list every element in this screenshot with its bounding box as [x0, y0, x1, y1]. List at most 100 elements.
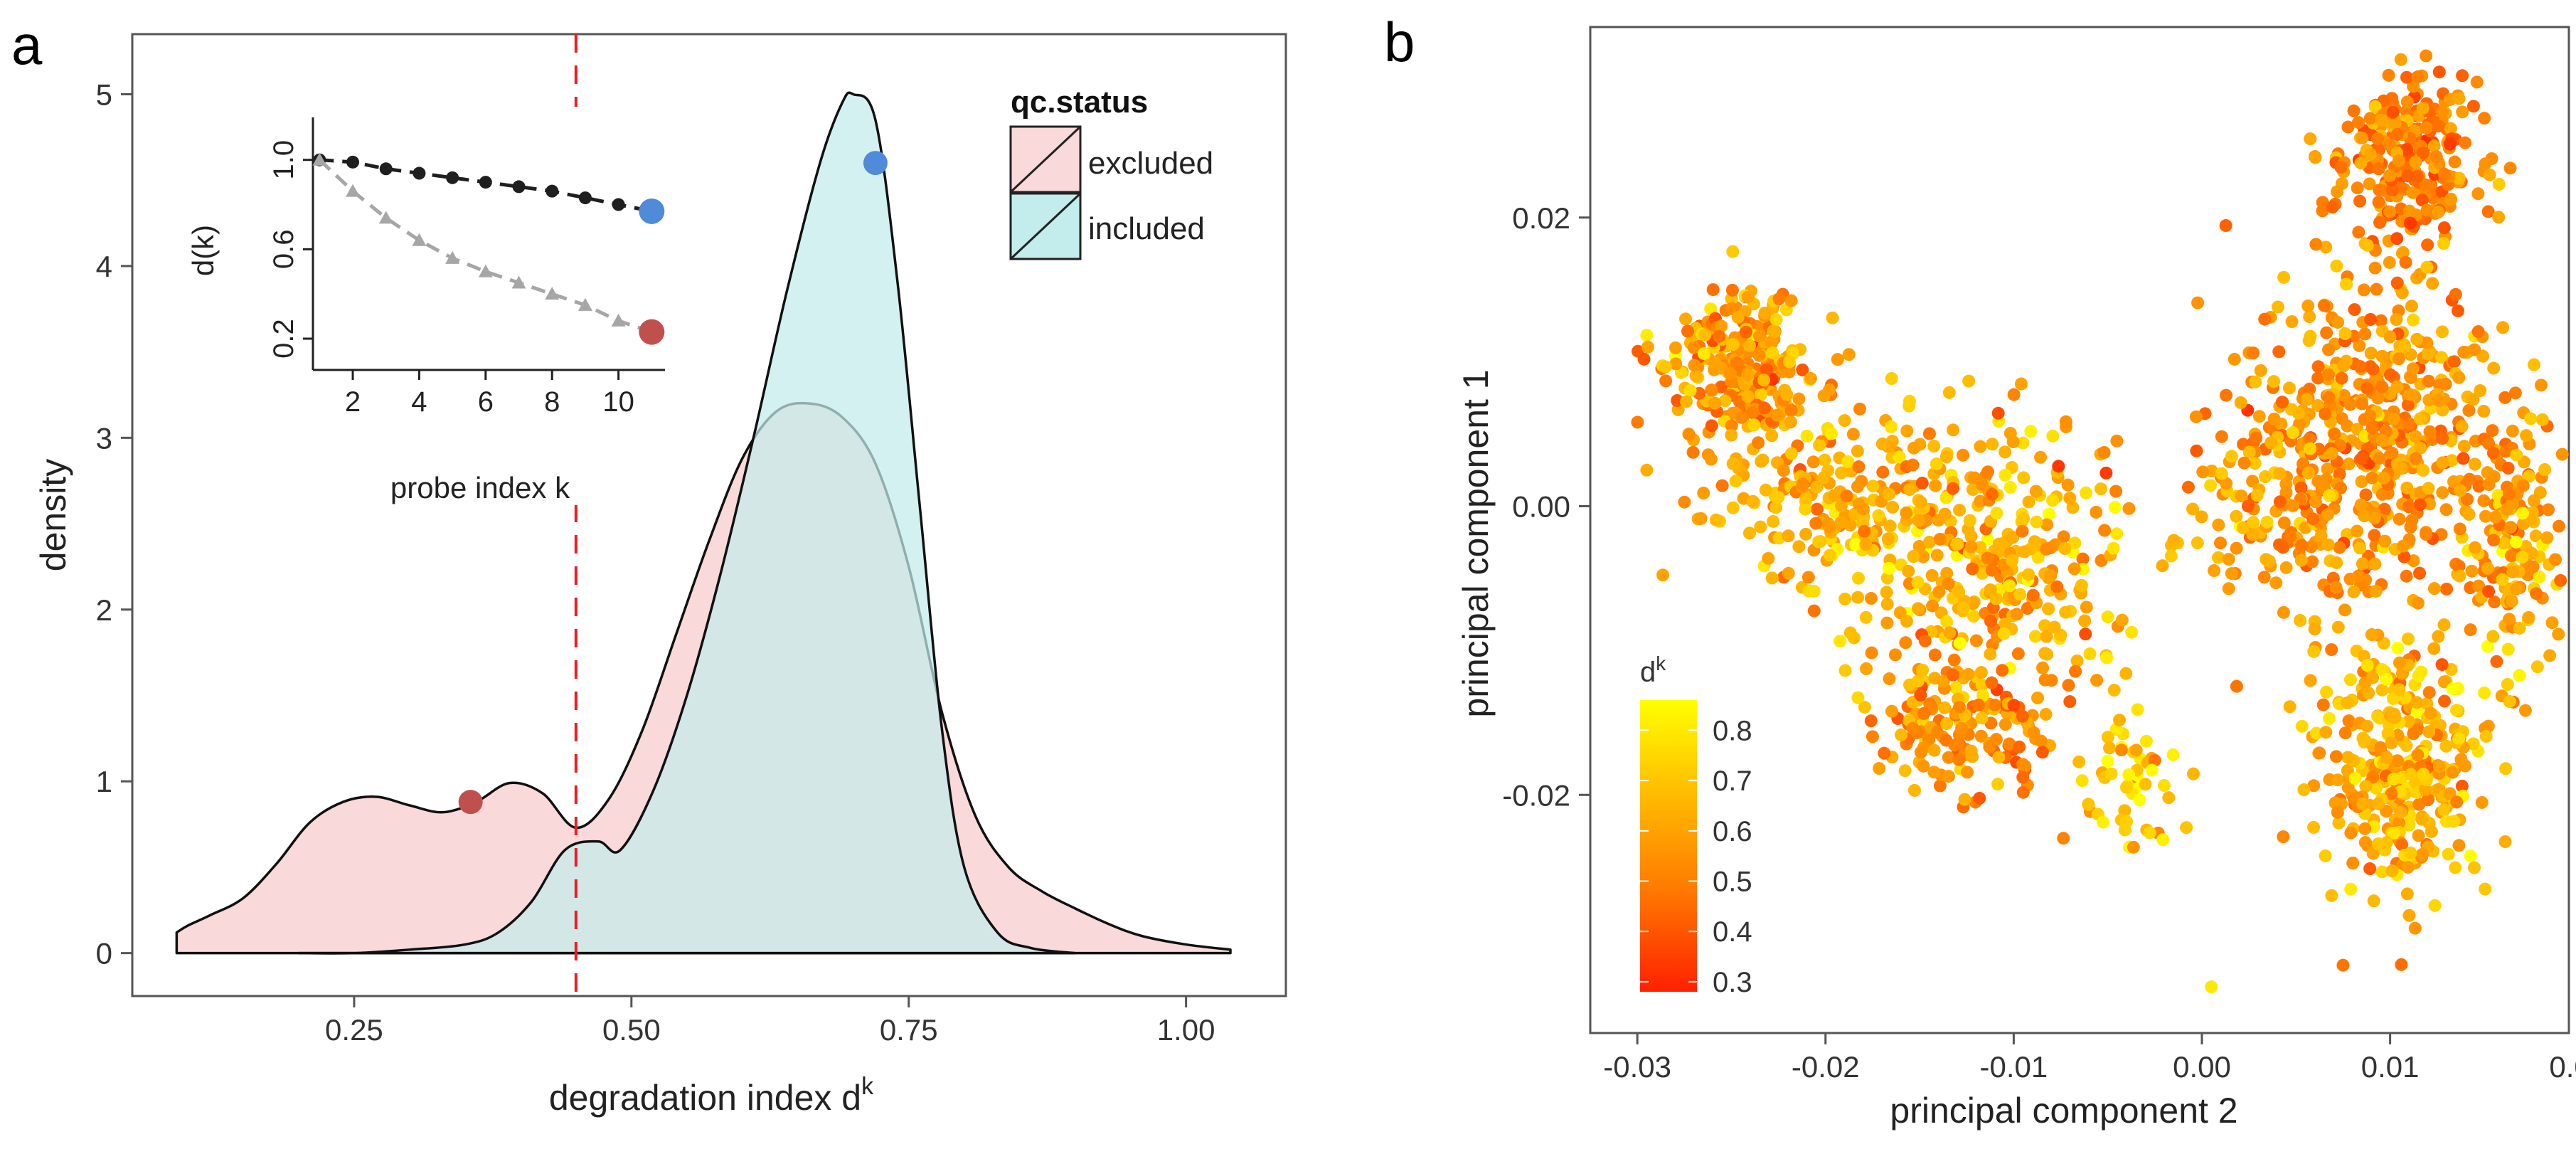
scatter-point — [2014, 377, 2028, 391]
scatter-point — [2219, 219, 2232, 233]
scatter-point — [2145, 763, 2159, 777]
scatter-point — [1940, 615, 1954, 628]
scatter-point — [1715, 319, 1728, 333]
scatter-point — [1852, 460, 1866, 474]
density-area-included — [297, 91, 1077, 955]
scatter-point — [1911, 576, 1925, 589]
panel-b-x-tick-label: -0.01 — [1980, 1050, 2048, 1084]
scatter-point — [2260, 515, 2274, 529]
scatter-point — [2403, 418, 2417, 431]
inset-axes: 0.2 0.6 1.0 2 4 6 8 10 — [268, 117, 665, 418]
scatter-point — [2450, 704, 2464, 717]
scatter-point — [1880, 571, 1894, 585]
scatter-point — [1851, 445, 1864, 458]
scatter-point — [2215, 430, 2228, 443]
scatter-point — [2427, 642, 2441, 655]
scatter-point — [2534, 378, 2548, 392]
panel-b-y-tick-label: 0.00 — [1512, 490, 1570, 524]
scatter-point — [1964, 529, 1978, 543]
scatter-point — [2148, 753, 2161, 767]
scatter-point — [2477, 494, 2491, 507]
scatter-point — [2364, 148, 2378, 162]
scatter-point — [1940, 566, 1954, 580]
scatter-point — [2342, 714, 2356, 728]
scatter-point — [2094, 482, 2107, 496]
scatter-point — [2513, 669, 2526, 682]
scatter-point — [1903, 483, 1917, 497]
scatter-point — [2390, 127, 2404, 141]
scatter-point — [1998, 618, 2011, 631]
inset-point — [611, 313, 626, 327]
scatter-point — [2250, 489, 2264, 502]
scatter-point — [2364, 346, 2378, 360]
scatter-point — [2366, 771, 2380, 784]
scatter-point — [2432, 65, 2446, 79]
scatter-point — [2139, 734, 2153, 748]
scatter-point — [2415, 812, 2429, 826]
panel-a-y-tick-label: 3 — [96, 421, 112, 455]
scatter-point — [2230, 509, 2243, 523]
scatter-point — [2325, 889, 2338, 902]
scatter-point — [2321, 538, 2335, 551]
scatter-point — [1964, 540, 1978, 554]
scatter-point — [2058, 542, 2072, 556]
scatter-point — [2421, 238, 2434, 252]
scatter-point — [2104, 767, 2118, 780]
scatter-point — [2437, 803, 2451, 817]
scatter-point — [2252, 410, 2266, 423]
scatter-point — [2215, 467, 2228, 480]
inset-point — [379, 162, 393, 176]
colorbar-tick-label: 0.4 — [1713, 916, 1752, 948]
scatter-point — [2358, 836, 2372, 849]
scatter-point — [2356, 797, 2370, 810]
scatter-point — [1906, 721, 1920, 735]
scatter-point — [2388, 117, 2402, 130]
scatter-point — [2129, 743, 2143, 757]
scatter-point — [2409, 430, 2422, 443]
scatter-point — [2335, 412, 2348, 425]
scatter-point — [2057, 832, 2070, 845]
scatter-point — [2180, 821, 2193, 835]
scatter-point — [2101, 754, 2114, 768]
scatter-point — [1953, 636, 1966, 650]
scatter-point — [2320, 326, 2333, 339]
scatter-point — [2390, 754, 2404, 768]
scatter-point — [2325, 643, 2338, 657]
scatter-point — [1938, 701, 1952, 714]
scatter-point — [2368, 557, 2382, 571]
scatter-point — [2131, 703, 2144, 716]
scatter-point — [2469, 541, 2482, 554]
scatter-point — [2530, 587, 2543, 600]
scatter-point — [1758, 307, 1772, 320]
scatter-point — [2382, 68, 2395, 82]
scatter-point — [1817, 471, 1831, 485]
legend-entry-included: included — [1009, 192, 1205, 260]
scatter-point — [2031, 551, 2045, 564]
scatter-point — [2388, 711, 2402, 724]
scatter-point — [2385, 184, 2399, 197]
scatter-point — [1724, 367, 1737, 381]
scatter-point — [2034, 734, 2048, 748]
scatter-point — [2343, 673, 2357, 687]
scatter-point — [1683, 383, 1697, 397]
scatter-point — [2449, 287, 2462, 301]
scatter-point — [2372, 837, 2385, 851]
scatter-point — [2191, 296, 2205, 309]
scatter-point — [1880, 598, 1894, 611]
scatter-point — [2115, 613, 2129, 627]
scatter-point — [2455, 779, 2469, 793]
scatter-point — [2316, 698, 2330, 711]
scatter-point — [2489, 510, 2502, 524]
scatter-point — [2334, 482, 2348, 495]
scatter-point — [2275, 396, 2289, 409]
scatter-point — [2311, 360, 2325, 374]
scatter-point — [2424, 706, 2437, 720]
scatter-point — [2499, 762, 2513, 775]
scatter-point — [2069, 664, 2082, 678]
scatter-point — [2371, 391, 2385, 405]
scatter-point — [2386, 105, 2400, 119]
scatter-point — [1659, 374, 1673, 388]
scatter-point — [2482, 478, 2496, 492]
scatter-point — [1799, 491, 1813, 504]
